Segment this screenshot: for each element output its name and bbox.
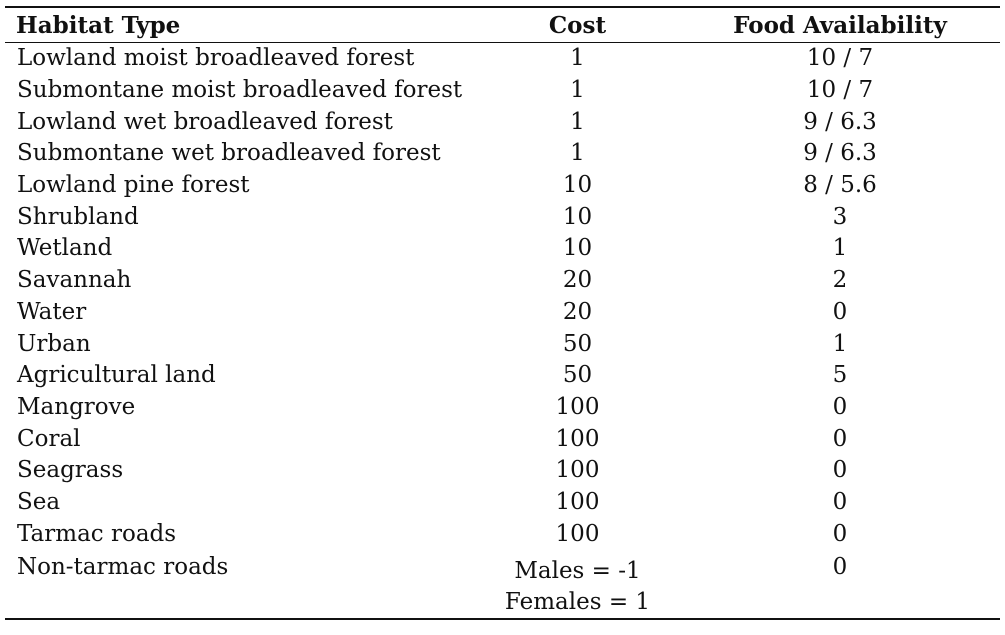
cost-females: Females = 1 <box>504 589 651 615</box>
cost-cell: 100 <box>555 520 600 547</box>
food-cell: 10 / 7 <box>806 45 874 72</box>
table-row: Non-tarmac roads Males = -1 Females = 1 … <box>5 550 1000 619</box>
cost-cell: 1 <box>570 77 585 104</box>
table-row: Lowland pine forest 10 8 / 5.6 <box>5 170 1000 202</box>
table-row: Savannah 20 2 <box>5 265 1000 297</box>
food-cell: 0 <box>832 457 848 484</box>
habitat-cell: Seagrass <box>17 457 124 484</box>
table-row: Submontane moist broadleaved forest 1 10… <box>5 75 1000 107</box>
habitat-cell: Sea <box>17 488 61 515</box>
table-row: Tarmac roads 100 0 <box>5 518 1000 550</box>
food-cell: 0 <box>832 393 848 420</box>
header-cost: Cost <box>548 11 607 39</box>
habitat-cell: Lowland pine forest <box>17 172 250 199</box>
table-row: Lowland wet broadleaved forest 1 9 / 6.3 <box>5 106 1000 138</box>
cost-cell: 20 <box>562 267 593 294</box>
habitat-cell: Wetland <box>17 235 113 262</box>
habitat-cell: Water <box>17 298 87 325</box>
table-row: Urban 50 1 <box>5 328 1000 360</box>
cost-males: Males = -1 <box>514 558 641 584</box>
food-cell: 0 <box>832 488 848 515</box>
table-row: Wetland 10 1 <box>5 233 1000 265</box>
table-row: Seagrass 100 0 <box>5 455 1000 487</box>
food-cell: 0 <box>832 298 848 325</box>
food-cell: 10 / 7 <box>806 77 874 104</box>
habitat-cell: Savannah <box>17 267 132 294</box>
header-food-availability: Food Availability <box>733 11 947 39</box>
habitat-cell: Lowland moist broadleaved forest <box>17 45 415 72</box>
cost-cell: 1 <box>570 108 585 135</box>
habitat-cell: Tarmac roads <box>17 520 177 547</box>
table-header-row: Habitat Type Cost Food Availability <box>5 7 1000 43</box>
food-cell: 9 / 6.3 <box>803 140 877 167</box>
cost-cell: 10 <box>562 235 593 262</box>
table-row: Sea 100 0 <box>5 487 1000 519</box>
food-cell: 1 <box>832 235 848 262</box>
habitat-cell: Mangrove <box>17 393 136 420</box>
habitat-cell: Urban <box>17 330 91 357</box>
food-cell: 0 <box>832 520 848 547</box>
habitat-cell: Submontane moist broadleaved forest <box>17 77 463 104</box>
cost-cell: 1 <box>570 140 585 167</box>
food-cell: 9 / 6.3 <box>803 108 877 135</box>
habitat-cell: Coral <box>17 425 81 452</box>
table-row: Agricultural land 50 5 <box>5 360 1000 392</box>
habitat-cell: Submontane wet broadleaved forest <box>17 140 441 167</box>
habitat-cell: Lowland wet broadleaved forest <box>17 108 393 135</box>
food-cell: 1 <box>832 330 848 357</box>
food-cell: 5 <box>832 362 848 389</box>
cost-cell: 100 <box>555 457 600 484</box>
cost-cell: 100 <box>555 393 600 420</box>
table-row: Lowland moist broadleaved forest 1 10 / … <box>5 43 1000 75</box>
food-cell: 8 / 5.6 <box>803 172 877 199</box>
cost-cell: 100 <box>555 488 600 515</box>
table-row: Mangrove 100 0 <box>5 392 1000 424</box>
cost-cell: 100 <box>555 425 600 452</box>
cost-cell: 50 <box>562 330 593 357</box>
cost-cell: 10 <box>562 172 593 199</box>
table-row: Coral 100 0 <box>5 423 1000 455</box>
cost-cell: 1 <box>570 45 585 72</box>
habitat-cell: Non-tarmac roads <box>17 554 229 580</box>
food-cell: 2 <box>832 267 848 294</box>
habitat-table-container: Habitat Type Cost Food Availability Lowl… <box>5 6 1000 620</box>
habitat-cell: Agricultural land <box>17 362 216 389</box>
table-row: Shrubland 10 3 <box>5 201 1000 233</box>
table-row: Water 20 0 <box>5 297 1000 329</box>
habitat-cell: Shrubland <box>17 203 139 230</box>
cost-cell-multiline: Males = -1 Females = 1 <box>475 550 680 619</box>
table-row: Submontane wet broadleaved forest 1 9 / … <box>5 138 1000 170</box>
food-cell: 0 <box>832 554 848 580</box>
header-habitat-type: Habitat Type <box>16 11 181 39</box>
cost-cell: 20 <box>562 298 593 325</box>
food-cell: 0 <box>832 425 848 452</box>
habitat-cost-table: Habitat Type Cost Food Availability Lowl… <box>5 6 1000 620</box>
cost-cell: 50 <box>562 362 593 389</box>
cost-cell: 10 <box>562 203 593 230</box>
food-cell: 3 <box>832 203 848 230</box>
